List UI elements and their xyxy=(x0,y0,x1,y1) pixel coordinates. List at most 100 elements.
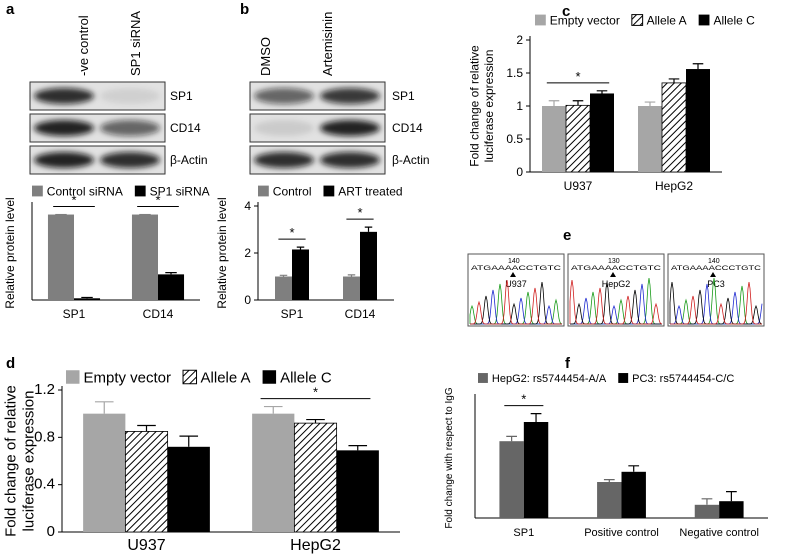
bar xyxy=(499,441,524,518)
significance-label: * xyxy=(155,193,160,208)
bar xyxy=(47,214,74,300)
legend-swatch xyxy=(32,185,43,197)
blot-row-label: CD14 xyxy=(392,121,423,135)
y-tick-label: 0 xyxy=(47,523,55,540)
error-bar xyxy=(165,272,177,275)
y-tick-label: 0.8 xyxy=(34,428,55,445)
legend-label: Control xyxy=(273,185,312,199)
error-bar xyxy=(179,435,199,447)
chromatogram-arrow xyxy=(510,272,516,277)
x-tick-label: SP1 xyxy=(513,527,534,539)
error-bar xyxy=(94,401,114,414)
legend-swatch xyxy=(535,14,546,26)
bar xyxy=(686,69,710,172)
y-axis-label-line: luciferase expression xyxy=(21,391,38,532)
chromatogram-trace xyxy=(570,283,662,325)
significance-label: * xyxy=(71,193,76,208)
legend-swatch xyxy=(258,185,269,197)
legend-swatch xyxy=(618,373,629,383)
x-tick-label: HepG2 xyxy=(290,537,341,554)
panel-label: f xyxy=(565,355,571,372)
blot-band xyxy=(320,88,380,104)
bar xyxy=(336,450,379,532)
panel-label: d xyxy=(6,355,15,372)
blot-row-label: CD14 xyxy=(170,121,201,135)
legend-label: Allele A xyxy=(201,370,251,387)
blot-band xyxy=(100,120,160,136)
blot-band xyxy=(34,88,94,104)
chromatogram-sequence: ATGAAAACCTGTC xyxy=(471,265,561,272)
legend-label: PC3: rs5744454-C/C xyxy=(632,373,734,385)
significance-label: * xyxy=(357,205,362,220)
x-tick-label: Positive control xyxy=(584,527,659,539)
error-bar xyxy=(644,101,656,106)
panel-label: b xyxy=(240,1,249,18)
bar xyxy=(597,482,622,518)
error-bar xyxy=(137,424,156,432)
error-bar xyxy=(296,246,305,250)
error-bar xyxy=(701,498,713,505)
x-tick-label: Negative control xyxy=(679,527,759,539)
bar xyxy=(621,471,646,518)
significance-label: * xyxy=(521,392,526,407)
error-bar xyxy=(603,479,615,482)
error-bar xyxy=(628,465,640,472)
panel-label: c xyxy=(562,3,570,20)
y-axis-label-line: Relative protein level xyxy=(3,197,17,308)
error-bar xyxy=(263,405,283,414)
x-tick-label: SP1 xyxy=(63,307,86,321)
blot-column-label: SP1 siRNA xyxy=(128,11,143,76)
y-axis-label-line: Fold change with respect to IgG xyxy=(444,387,455,528)
legend-swatch xyxy=(262,370,277,384)
chromatogram-position: 140 xyxy=(708,258,720,265)
legend-label: SP1 siRNA xyxy=(150,185,210,199)
legend-swatch xyxy=(323,185,335,197)
error-bar xyxy=(668,78,680,83)
blot-column-label: DMSO xyxy=(258,37,273,76)
error-bar xyxy=(81,296,93,299)
blot-row-label: SP1 xyxy=(170,89,193,103)
legend-label: Allele C xyxy=(713,14,755,28)
bar xyxy=(252,413,295,532)
panel-label: a xyxy=(6,1,15,18)
bar xyxy=(293,422,338,533)
error-bar xyxy=(348,445,368,451)
bar xyxy=(343,276,360,300)
y-axis-label: Relative protein level xyxy=(215,197,229,308)
blot-band xyxy=(254,152,314,168)
chromatogram-position: 140 xyxy=(508,258,520,265)
chromatogram-sample: HepG2 xyxy=(602,279,631,289)
significance-label: * xyxy=(313,385,318,400)
blot-row-label: β-Actin xyxy=(170,153,208,167)
bar xyxy=(167,446,210,532)
blot-column-label: -ve control xyxy=(76,15,91,76)
y-axis-label: Fold change with respect to IgG xyxy=(444,387,455,528)
x-tick-label: CD14 xyxy=(345,307,376,321)
chromatogram-trace xyxy=(469,279,562,325)
chromatogram-trace xyxy=(569,279,663,325)
y-tick-label: 0 xyxy=(516,165,523,179)
error-bar xyxy=(572,100,584,106)
significance-label: * xyxy=(289,225,294,240)
y-tick-label: 1.5 xyxy=(506,66,523,80)
x-tick-label: U937 xyxy=(564,179,593,193)
legend-label: ART treated xyxy=(338,185,402,199)
legend-label: Allele A xyxy=(647,14,687,28)
error-bar xyxy=(347,274,356,277)
y-tick-label: 0.4 xyxy=(34,476,55,493)
error-bar xyxy=(279,274,288,277)
legend-swatch xyxy=(66,370,80,384)
y-tick-label: 4 xyxy=(244,199,251,213)
bar xyxy=(131,214,158,300)
y-axis-label-line: Fold change of relative xyxy=(467,45,481,167)
chromatogram-arrow xyxy=(610,272,616,277)
error-bar xyxy=(530,413,542,422)
legend-label: Empty vector xyxy=(550,14,620,28)
y-axis-label-line: Relative protein level xyxy=(215,197,229,308)
bar xyxy=(523,422,549,518)
legend-label: Allele C xyxy=(280,370,332,387)
chromatogram-trace xyxy=(670,281,762,325)
blot-column-label: Artemisinin xyxy=(320,12,335,76)
chromatogram-position: 130 xyxy=(608,258,620,265)
bar xyxy=(542,106,566,172)
